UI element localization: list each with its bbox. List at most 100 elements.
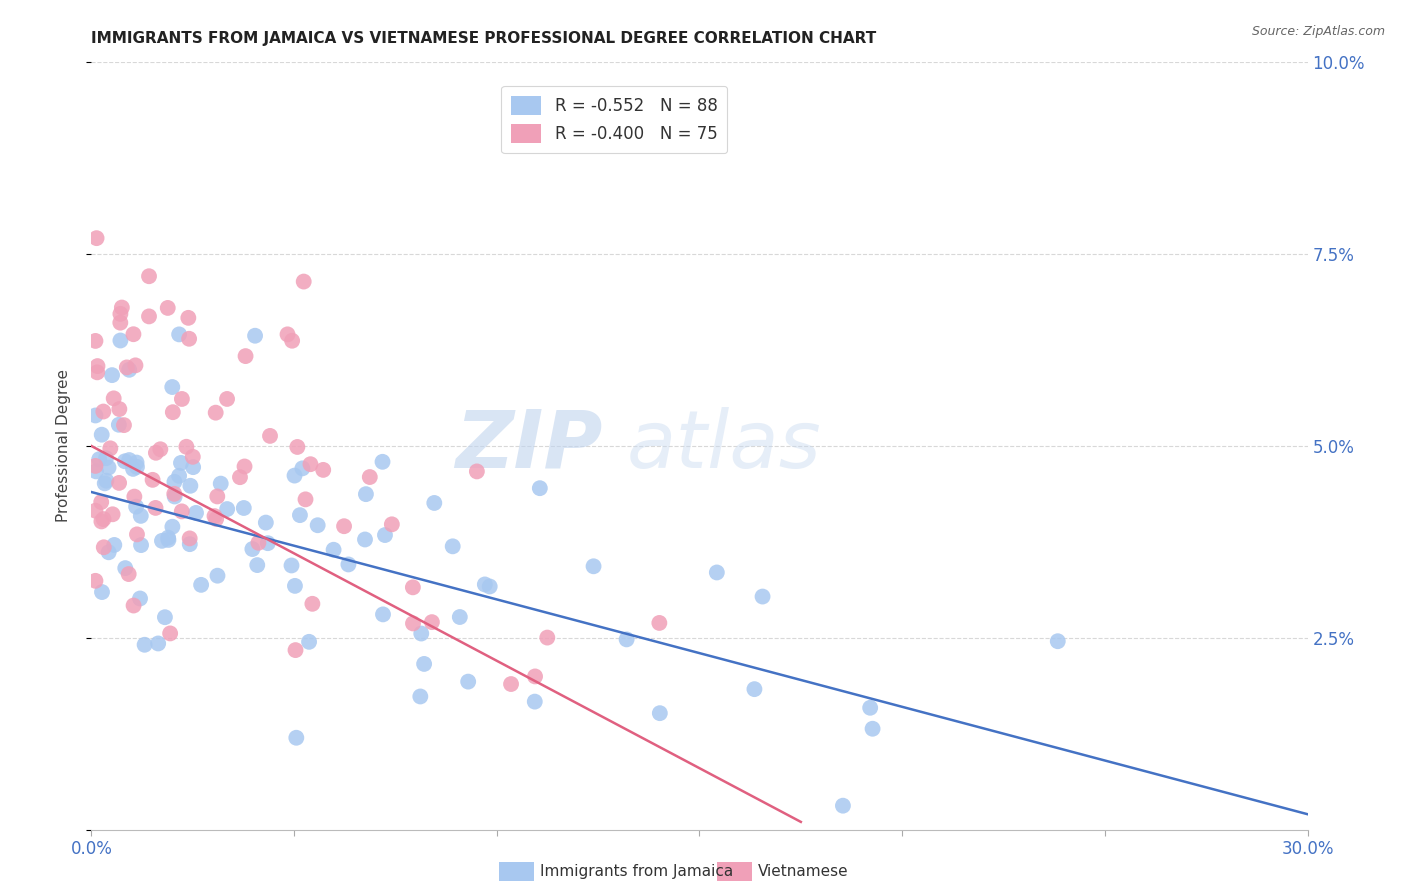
Point (167, 327, 190, 342)
Point (179, 537, 201, 551)
Point (288, 508, 311, 523)
Point (101, 368, 124, 383)
Point (259, 429, 281, 443)
Point (301, 597, 323, 611)
Text: Immigrants from Jamaica: Immigrants from Jamaica (540, 864, 733, 879)
Point (229, 470, 252, 484)
Point (322, 542, 344, 557)
Point (93, 541, 115, 555)
Point (751, 590, 773, 604)
Point (84, 409, 107, 423)
Point (294, 492, 316, 507)
Point (744, 682, 766, 697)
Point (179, 332, 201, 346)
Point (205, 512, 228, 526)
Y-axis label: Professional Degree: Professional Degree (56, 369, 70, 523)
Point (125, 459, 148, 474)
Point (402, 616, 425, 631)
Point (536, 631, 558, 645)
Point (1046, 634, 1069, 648)
Point (292, 275, 315, 289)
Point (465, 464, 488, 478)
Point (129, 538, 152, 552)
Point (153, 610, 176, 624)
Point (90, 495, 112, 509)
Point (103, 392, 125, 406)
Point (86, 359, 108, 373)
Point (832, 798, 855, 813)
Point (97, 545, 120, 559)
Legend: R = -0.552   N = 88, R = -0.400   N = 75: R = -0.552 N = 88, R = -0.400 N = 75 (502, 87, 727, 153)
Point (420, 615, 443, 629)
Point (181, 450, 204, 464)
Point (233, 459, 256, 474)
Point (110, 307, 132, 321)
Point (277, 327, 299, 342)
Point (862, 722, 884, 736)
Point (181, 460, 204, 475)
Point (190, 578, 212, 592)
Point (209, 476, 232, 491)
Point (101, 508, 124, 522)
Point (371, 455, 394, 469)
Point (354, 533, 377, 547)
Point (98, 442, 121, 456)
Point (118, 567, 141, 582)
Point (134, 638, 156, 652)
Point (84, 574, 107, 588)
Point (108, 417, 131, 432)
Point (371, 607, 394, 622)
Point (285, 440, 308, 454)
Point (204, 509, 226, 524)
Text: IMMIGRANTS FROM JAMAICA VS VIETNAMESE PROFESSIONAL DEGREE CORRELATION CHART: IMMIGRANTS FROM JAMAICA VS VIETNAMESE PR… (91, 31, 876, 46)
Point (93, 512, 115, 526)
Point (93, 404, 115, 418)
Point (179, 532, 201, 546)
Point (110, 334, 132, 348)
Point (312, 463, 335, 477)
Point (149, 442, 172, 457)
Point (247, 535, 270, 549)
Point (138, 310, 160, 324)
Point (157, 533, 180, 547)
Point (84, 458, 107, 473)
Point (125, 500, 148, 514)
Point (179, 479, 201, 493)
Point (86, 231, 108, 245)
Point (246, 558, 269, 573)
Point (170, 456, 193, 470)
Point (163, 490, 186, 504)
Point (146, 636, 169, 650)
Point (103, 538, 125, 552)
Point (402, 580, 425, 594)
Point (84, 504, 107, 518)
Point (93, 476, 115, 491)
Point (299, 457, 322, 471)
Text: ZIP: ZIP (454, 407, 602, 485)
Point (110, 316, 132, 330)
Point (145, 446, 167, 460)
Point (89, 452, 111, 467)
Point (359, 470, 381, 484)
Point (170, 392, 193, 406)
Point (243, 328, 266, 343)
Point (162, 405, 184, 419)
Point (298, 635, 321, 649)
Point (90, 427, 112, 442)
Point (91, 585, 114, 599)
Point (582, 559, 605, 574)
Point (283, 468, 305, 483)
Point (84, 464, 107, 478)
Point (162, 520, 184, 534)
Point (423, 496, 446, 510)
Point (124, 490, 146, 504)
Point (648, 615, 671, 630)
Point (163, 475, 186, 489)
Point (176, 440, 198, 454)
Point (84, 334, 107, 348)
Point (108, 475, 131, 490)
Point (170, 504, 193, 518)
Point (145, 500, 167, 515)
Point (114, 454, 136, 468)
Point (122, 327, 145, 342)
